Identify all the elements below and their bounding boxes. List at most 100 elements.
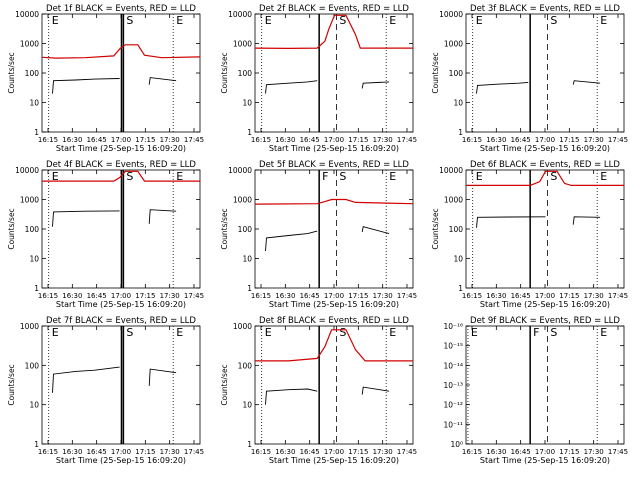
x-tick-label: 16:30	[62, 136, 82, 144]
marker-label: E	[389, 170, 396, 183]
marker-label: S	[339, 326, 346, 339]
x-axis-label: Start Time (25-Sep-15 16:09:20)	[480, 144, 610, 153]
y-tick-label: 100	[238, 225, 253, 234]
x-tick-label: 17:00	[324, 136, 344, 144]
y-tick-label: 10⁰	[450, 440, 463, 449]
chart-title: Det 1f BLACK = Events, RED = LLD	[46, 4, 196, 14]
marker-label: S	[339, 14, 346, 27]
x-tick-label: 16:45	[87, 448, 107, 456]
y-axis-label: Counts/sec	[431, 52, 440, 93]
marker-label: E	[265, 14, 272, 27]
y-tick-label: 10000	[439, 10, 463, 19]
y-tick-label: 100	[238, 361, 253, 370]
x-tick-label: 17:15	[559, 448, 579, 456]
series-events	[476, 81, 529, 94]
x-tick-label: 17:45	[397, 136, 417, 144]
chart-panel-5: Det 5f BLACK = Events, RED = LLD 1 10 100 10…	[220, 160, 417, 309]
x-tick-label: 16:45	[300, 448, 320, 456]
x-axis-label: Start Time (25-Sep-15 16:09:20)	[269, 144, 399, 153]
series-events	[52, 78, 120, 94]
chart-title: Det 2f BLACK = Events, RED = LLD	[259, 4, 409, 14]
chart-title: Det 9f BLACK = Events, RED = LLD	[470, 316, 620, 326]
series-lld	[41, 44, 201, 59]
y-tick-label: 10	[242, 255, 252, 264]
marker-label: E	[176, 170, 183, 183]
x-tick-label: 17:30	[584, 136, 604, 144]
series-events	[265, 80, 318, 94]
y-axis-label: Counts/sec	[7, 208, 16, 249]
chart-panel-2: Det 2f BLACK = Events, RED = LLD 1 10 100 10…	[220, 4, 417, 153]
x-axis-label: Start Time (25-Sep-15 16:09:20)	[56, 300, 186, 309]
x-tick-label: 16:45	[300, 292, 320, 300]
y-tick-label: 10⁻¹¹	[443, 420, 463, 429]
marker-label: E	[176, 326, 183, 339]
series-lld	[466, 170, 624, 186]
y-tick-label: 10⁻¹⁴	[443, 361, 463, 370]
x-tick-label: 17:00	[324, 292, 344, 300]
marker-label: S	[550, 326, 557, 339]
series-lld	[254, 14, 413, 50]
y-tick-label: 100	[25, 69, 40, 78]
x-tick-label: 16:15	[462, 136, 482, 144]
series-events-segment	[361, 226, 390, 235]
y-tick-label: 1	[247, 128, 252, 137]
marker-label: E	[176, 14, 183, 27]
y-axis-label: Counts/sec	[220, 52, 229, 93]
y-tick-label: 1	[458, 284, 463, 293]
series-events-segment	[361, 386, 390, 395]
x-tick-label: 17:45	[397, 448, 417, 456]
y-tick-label: 10⁻¹²	[443, 401, 463, 410]
y-axis-label: Counts/sec	[220, 364, 229, 405]
marker-label: E	[52, 326, 59, 339]
y-axis-label: Counts/sec	[431, 208, 440, 249]
y-axis-label: Counts/sec	[7, 364, 16, 405]
y-tick-label: 10	[453, 255, 463, 264]
x-axis-label: Start Time (25-Sep-15 16:09:20)	[56, 144, 186, 153]
marker-label: E	[52, 14, 59, 27]
y-tick-label: 1000	[20, 196, 39, 205]
x-tick-label: 16:15	[251, 136, 271, 144]
y-tick-label: 10⁻¹⁶	[443, 322, 463, 331]
y-tick-label: 10000	[228, 10, 252, 19]
marker-label: E	[52, 170, 59, 183]
x-tick-label: 16:30	[486, 448, 506, 456]
marker-label: E	[600, 170, 607, 183]
y-tick-label: 1000	[233, 322, 252, 331]
x-tick-label: 17:45	[608, 136, 628, 144]
x-tick-label: 17:15	[559, 136, 579, 144]
plot-frame	[254, 13, 414, 133]
x-tick-label: 17:30	[373, 292, 393, 300]
plot-frame	[465, 13, 625, 133]
marker-label: S	[339, 170, 346, 183]
plot-frame	[465, 169, 625, 289]
chart-panel-9: Det 9f BLACK = Events, RED = LLD 10⁰ 10⁻¹¹…	[443, 316, 628, 465]
x-axis-label: Start Time (25-Sep-15 16:09:20)	[269, 300, 399, 309]
series-events-segment	[148, 209, 177, 224]
y-tick-label: 1000	[233, 196, 252, 205]
series-events-segment	[572, 80, 601, 85]
chart-title: Det 4f BLACK = Events, RED = LLD	[46, 160, 196, 170]
y-tick-label: 100	[449, 225, 464, 234]
marker-label: E	[265, 326, 272, 339]
x-tick-label: 16:30	[486, 292, 506, 300]
x-tick-label: 16:45	[87, 292, 107, 300]
marker-label: F	[322, 170, 328, 183]
x-tick-label: 16:30	[275, 136, 295, 144]
x-tick-label: 17:00	[324, 448, 344, 456]
x-tick-label: 17:15	[348, 292, 368, 300]
x-tick-label: 17:30	[373, 136, 393, 144]
chart-panel-7: Det 7f BLACK = Events, RED = LLD 1 10 100 10…	[7, 316, 204, 465]
chart-title: Det 3f BLACK = Events, RED = LLD	[470, 4, 620, 14]
x-tick-label: 16:15	[462, 448, 482, 456]
y-tick-label: 10000	[439, 166, 463, 175]
series-lld	[254, 198, 414, 205]
x-tick-label: 16:30	[275, 448, 295, 456]
x-tick-label: 17:45	[184, 292, 204, 300]
x-tick-label: 16:15	[251, 448, 271, 456]
x-tick-label: 16:15	[462, 292, 482, 300]
series-events	[265, 230, 318, 252]
y-tick-label: 1	[247, 284, 252, 293]
y-tick-label: 100	[449, 69, 464, 78]
chart-title: Det 7f BLACK = Events, RED = LLD	[46, 316, 196, 326]
